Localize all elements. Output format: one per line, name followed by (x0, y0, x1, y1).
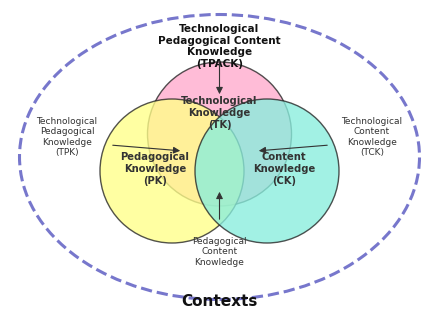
Text: Pedagogical
Content
Knowledge: Pedagogical Content Knowledge (192, 237, 246, 267)
Text: Technological
Content
Knowledge
(TCK): Technological Content Knowledge (TCK) (341, 117, 402, 157)
Text: Technological
Pedagogical Content
Knowledge
(TPACK): Technological Pedagogical Content Knowle… (158, 24, 280, 69)
Text: Content
Knowledge
(CK): Content Knowledge (CK) (252, 152, 314, 186)
Text: Pedagogical
Knowledge
(PK): Pedagogical Knowledge (PK) (120, 152, 189, 186)
Text: Technological
Pedagogical
Knowledge
(TPK): Technological Pedagogical Knowledge (TPK… (36, 117, 97, 157)
Circle shape (100, 99, 244, 243)
Text: Contexts: Contexts (181, 294, 257, 309)
Circle shape (147, 62, 291, 206)
Text: Technological
Knowledge
(TK): Technological Knowledge (TK) (181, 96, 257, 130)
Circle shape (194, 99, 338, 243)
